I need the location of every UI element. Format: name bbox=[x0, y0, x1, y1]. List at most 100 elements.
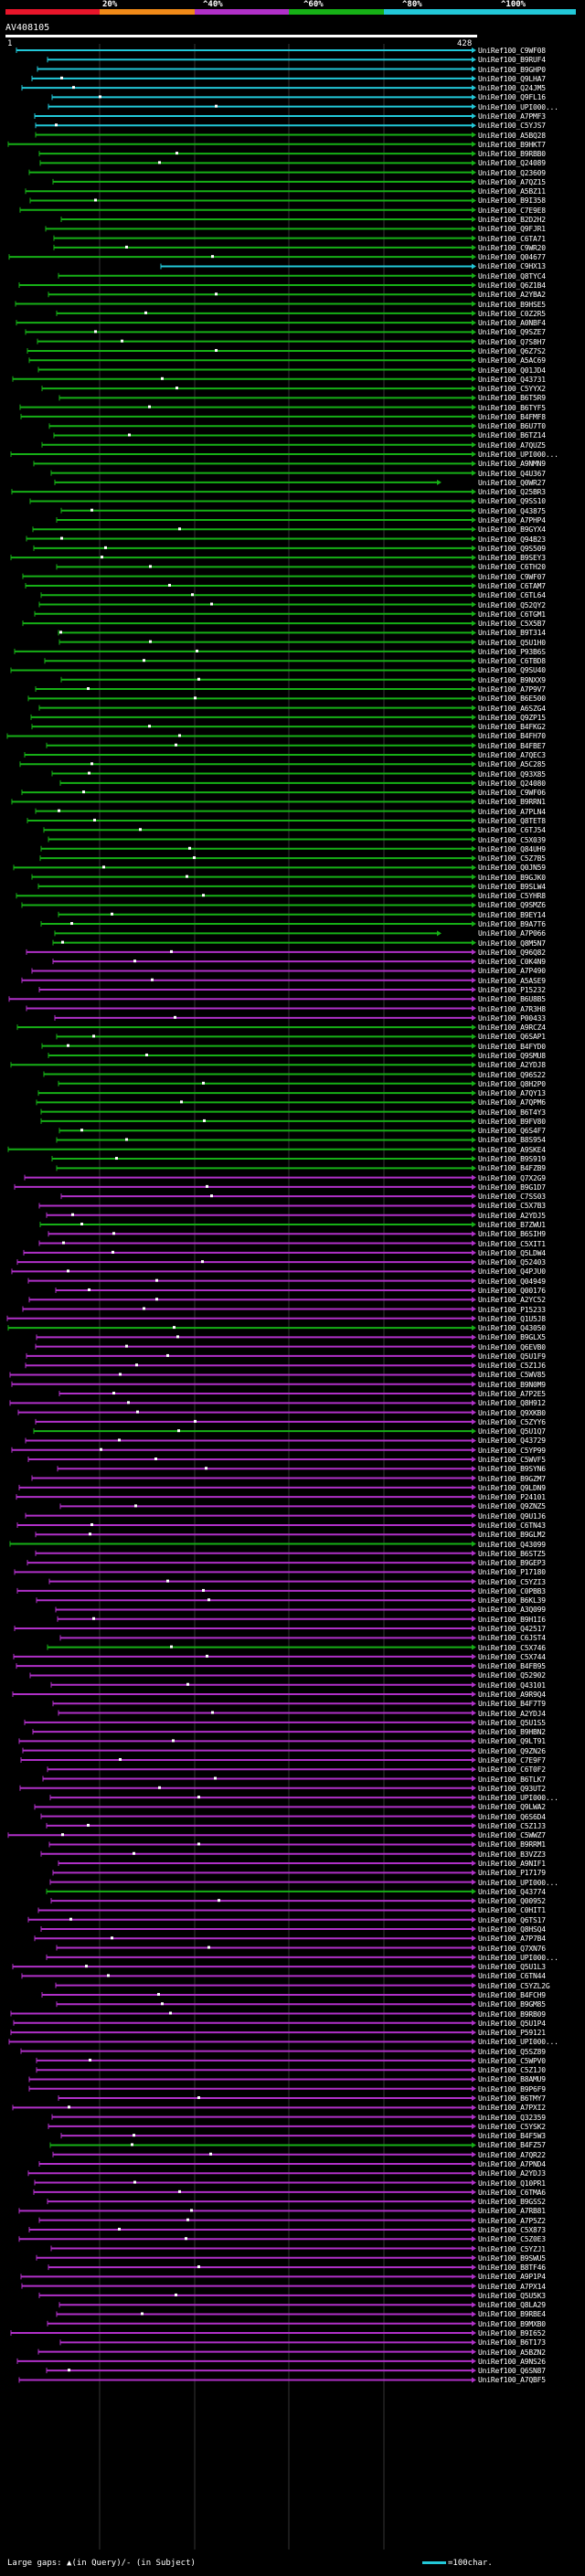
alignment-row[interactable] bbox=[7, 1325, 476, 1331]
alignment-row[interactable] bbox=[51, 770, 476, 777]
alignment-row[interactable] bbox=[12, 2104, 476, 2111]
subject-label[interactable]: UniRef100_B9G1D7 bbox=[478, 1182, 546, 1192]
alignment-row[interactable] bbox=[18, 1738, 476, 1744]
alignment-row[interactable] bbox=[38, 1203, 476, 1209]
subject-label[interactable]: UniRef100_B9GYX4 bbox=[478, 525, 546, 535]
subject-label[interactable]: UniRef100_Q24JM5 bbox=[478, 84, 546, 93]
alignment-row[interactable] bbox=[25, 188, 476, 195]
alignment-row[interactable] bbox=[38, 151, 476, 157]
subject-label[interactable]: UniRef100_C5X873 bbox=[478, 2225, 546, 2234]
subject-label[interactable]: UniRef100_B9GEP3 bbox=[478, 1559, 546, 1568]
alignment-row[interactable] bbox=[48, 1578, 476, 1585]
alignment-row[interactable] bbox=[8, 254, 476, 260]
alignment-row[interactable] bbox=[29, 498, 476, 504]
alignment-row[interactable] bbox=[31, 75, 476, 81]
alignment-row[interactable] bbox=[10, 1062, 476, 1068]
subject-label[interactable]: UniRef100_A7P5Z2 bbox=[478, 2216, 546, 2225]
alignment-row[interactable] bbox=[35, 808, 476, 814]
alignment-row[interactable] bbox=[8, 996, 476, 1002]
subject-label[interactable]: UniRef100_A7PXI2 bbox=[478, 2104, 546, 2113]
subject-label[interactable]: UniRef100_C6TN43 bbox=[478, 1521, 546, 1530]
alignment-row[interactable] bbox=[40, 1118, 476, 1124]
alignment-row[interactable] bbox=[7, 141, 476, 147]
alignment-row[interactable] bbox=[56, 1034, 476, 1040]
subject-label[interactable]: UniRef100_C9WF08 bbox=[478, 47, 546, 55]
subject-label[interactable]: UniRef100_Q9SS10 bbox=[478, 497, 546, 506]
subject-label[interactable]: UniRef100_B4FZ57 bbox=[478, 2141, 546, 2150]
subject-label[interactable]: UniRef100_B9FV80 bbox=[478, 1117, 546, 1126]
alignment-row[interactable] bbox=[38, 2161, 476, 2167]
alignment-row[interactable] bbox=[48, 103, 476, 110]
alignment-row[interactable] bbox=[28, 357, 476, 364]
subject-label[interactable]: UniRef100_A7P9V7 bbox=[478, 685, 546, 694]
alignment-row[interactable] bbox=[31, 874, 476, 880]
alignment-row[interactable] bbox=[52, 959, 476, 965]
alignment-row[interactable] bbox=[50, 470, 476, 476]
subject-label[interactable]: UniRef100_A3Q099 bbox=[478, 1606, 546, 1615]
subject-label[interactable]: UniRef100_Q93X85 bbox=[478, 769, 546, 779]
subject-label[interactable]: UniRef100_C5YZJ1 bbox=[478, 2244, 546, 2253]
subject-label[interactable]: UniRef100_Q96S22 bbox=[478, 1070, 546, 1079]
subject-label[interactable]: UniRef100_A7QR22 bbox=[478, 2150, 546, 2159]
alignment-row[interactable] bbox=[54, 930, 441, 937]
subject-label[interactable]: UniRef100_Q5U1S5 bbox=[478, 1718, 546, 1727]
subject-label[interactable]: UniRef100_C5WWZ7 bbox=[478, 1831, 546, 1840]
alignment-row[interactable] bbox=[36, 2057, 476, 2063]
alignment-row[interactable] bbox=[46, 1822, 476, 1829]
subject-label[interactable]: UniRef100_B9RB09 bbox=[478, 2009, 546, 2019]
alignment-row[interactable] bbox=[27, 1560, 476, 1566]
subject-label[interactable]: UniRef100_C9HX13 bbox=[478, 262, 546, 271]
alignment-row[interactable] bbox=[46, 1954, 476, 1960]
alignment-row[interactable] bbox=[26, 1005, 476, 1012]
alignment-row[interactable] bbox=[52, 1701, 476, 1707]
alignment-row[interactable] bbox=[47, 1644, 476, 1650]
alignment-row[interactable] bbox=[20, 2274, 476, 2280]
alignment-row[interactable] bbox=[56, 2001, 476, 2008]
subject-label[interactable]: UniRef100_A7QUZ5 bbox=[478, 440, 546, 450]
alignment-row[interactable] bbox=[21, 977, 476, 983]
subject-label[interactable]: UniRef100_B9EY14 bbox=[478, 910, 546, 919]
subject-label[interactable]: UniRef100_B6TYF5 bbox=[478, 403, 546, 412]
alignment-row[interactable] bbox=[11, 799, 476, 805]
alignment-row[interactable] bbox=[46, 742, 476, 748]
alignment-row[interactable] bbox=[14, 1569, 476, 1575]
subject-label[interactable]: UniRef100_Q23609 bbox=[478, 168, 546, 177]
subject-label[interactable]: UniRef100_C5Z1J0 bbox=[478, 2066, 546, 2075]
subject-label[interactable]: UniRef100_A7QBF5 bbox=[478, 2376, 546, 2385]
subject-label[interactable]: UniRef100_Q9FL16 bbox=[478, 93, 546, 102]
subject-label[interactable]: UniRef100_B3VZZ3 bbox=[478, 1850, 546, 1859]
alignment-row[interactable] bbox=[16, 1259, 476, 1266]
alignment-row[interactable] bbox=[56, 1945, 476, 1951]
alignment-row[interactable] bbox=[29, 1672, 476, 1679]
subject-label[interactable]: UniRef100_Q01JD4 bbox=[478, 366, 546, 375]
alignment-row[interactable] bbox=[13, 864, 476, 871]
alignment-row[interactable] bbox=[34, 610, 476, 617]
subject-label[interactable]: UniRef100_B9H1I6 bbox=[478, 1615, 546, 1624]
alignment-row[interactable] bbox=[22, 1306, 476, 1312]
subject-label[interactable]: UniRef100_C9WR20 bbox=[478, 243, 546, 252]
alignment-row[interactable] bbox=[43, 827, 476, 833]
alignment-row[interactable] bbox=[59, 2339, 476, 2346]
alignment-row[interactable] bbox=[41, 1991, 476, 1998]
alignment-row[interactable] bbox=[35, 1343, 476, 1350]
subject-label[interactable]: UniRef100_B9MXB0 bbox=[478, 2319, 546, 2328]
alignment-row[interactable] bbox=[48, 2123, 476, 2129]
alignment-row[interactable] bbox=[59, 1503, 476, 1510]
subject-label[interactable]: UniRef100_Q8TET8 bbox=[478, 816, 546, 825]
subject-label[interactable]: UniRef100_B9HSE5 bbox=[478, 300, 546, 309]
alignment-row[interactable] bbox=[41, 386, 476, 392]
subject-label[interactable]: UniRef100_P15233 bbox=[478, 1305, 546, 1314]
alignment-row[interactable] bbox=[22, 620, 476, 627]
subject-label[interactable]: UniRef100_Q8H912 bbox=[478, 1399, 546, 1408]
alignment-row[interactable] bbox=[18, 2236, 476, 2242]
subject-label[interactable]: UniRef100_B6U8B5 bbox=[478, 995, 546, 1004]
subject-label[interactable]: UniRef100_A7QEC3 bbox=[478, 751, 546, 759]
subject-label[interactable]: UniRef100_B8TF46 bbox=[478, 2263, 546, 2273]
subject-label[interactable]: UniRef100_C5X746 bbox=[478, 1643, 546, 1652]
alignment-row[interactable] bbox=[58, 1080, 476, 1087]
subject-label[interactable]: UniRef100_Q9SU40 bbox=[478, 666, 546, 675]
alignment-row[interactable] bbox=[8, 2039, 476, 2045]
alignment-row[interactable] bbox=[58, 911, 476, 917]
subject-label[interactable]: UniRef100_A2YDJ8 bbox=[478, 1061, 546, 1070]
alignment-row[interactable] bbox=[48, 423, 476, 429]
